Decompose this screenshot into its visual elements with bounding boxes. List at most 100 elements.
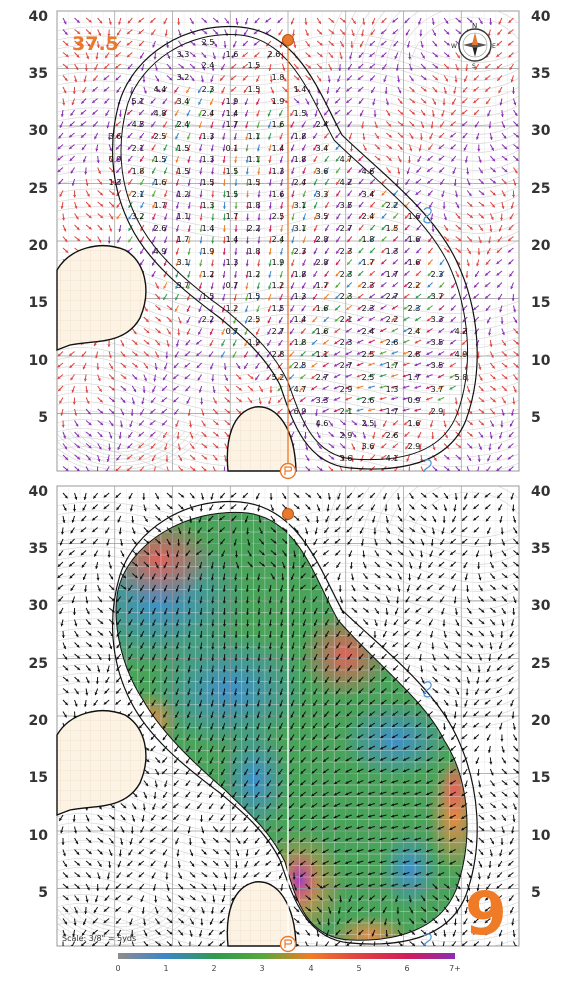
slope-arrow: [269, 75, 273, 83]
slope-arrow: [129, 918, 133, 926]
slope-arrow: [95, 52, 99, 60]
slope-arrow: [466, 17, 473, 24]
slope-arrow: [490, 374, 496, 380]
slope-arrow: [211, 190, 215, 198]
slope-value: 2.4: [294, 178, 307, 187]
slope-arrow: [291, 224, 295, 232]
slope-arrow: [508, 259, 514, 265]
slope-arrow: [358, 213, 364, 220]
slope-arrow: [94, 895, 99, 903]
slope-arrow: [150, 29, 156, 36]
slope-arrow: [404, 17, 410, 24]
slope-arrow: [426, 178, 433, 184]
slope-arrow: [97, 837, 104, 843]
slope-arrow: [288, 362, 295, 369]
slope-arrow: [175, 236, 179, 244]
slope-arrow: [414, 328, 422, 333]
slope-arrow: [114, 63, 122, 69]
slope-arrow: [476, 466, 480, 471]
slope-arrow: [500, 316, 504, 325]
slope-arrow: [244, 17, 249, 25]
slope-arrow: [291, 201, 295, 209]
slope-arrow: [57, 374, 64, 380]
slope-arrow: [198, 293, 203, 301]
slope-arrow: [81, 351, 87, 358]
slope-arrow: [501, 408, 505, 416]
slope-arrow: [200, 397, 204, 405]
slope-arrow: [139, 155, 145, 163]
slope-arrow: [92, 918, 99, 924]
slope-arrow: [234, 259, 238, 267]
slope-arrow: [489, 155, 496, 162]
slope-arrow: [175, 573, 179, 581]
slope-arrow: [302, 224, 307, 232]
slope-arrow: [346, 247, 353, 254]
slope-arrow: [187, 236, 191, 244]
slope-arrow: [199, 236, 203, 244]
slope-arrow: [199, 224, 203, 233]
slope-value: 5.8: [455, 373, 468, 382]
slope-arrow: [230, 63, 237, 70]
slope-arrow: [466, 247, 472, 255]
slope-arrow: [201, 431, 207, 438]
slope-arrow: [62, 860, 68, 868]
slope-arrow: [164, 201, 168, 209]
slope-arrow: [85, 178, 89, 186]
slope-arrow: [402, 351, 410, 355]
slope-arrow: [369, 167, 376, 173]
slope-arrow: [85, 224, 92, 230]
slope-arrow: [74, 75, 78, 83]
slope-arrow: [415, 190, 422, 196]
slope-arrow: [432, 98, 437, 105]
slope-arrow: [91, 515, 98, 521]
slope-arrow: [490, 167, 496, 173]
slope-arrow: [175, 132, 179, 140]
slope-arrow: [128, 653, 133, 661]
slope-arrow: [127, 688, 133, 695]
slope-arrow: [187, 144, 191, 152]
slope-arrow: [187, 178, 191, 186]
slope-arrow: [381, 52, 387, 58]
slope-value: 0.9: [109, 155, 122, 164]
slope-arrow: [165, 454, 169, 463]
top-bunker-bottom: [226, 406, 297, 472]
slope-arrow: [509, 213, 514, 220]
slope-arrow: [108, 431, 113, 439]
slope-arrow: [362, 17, 366, 26]
slope-value: 1.3: [202, 155, 215, 164]
slope-arrow: [143, 362, 149, 369]
slope-arrow: [162, 849, 168, 856]
slope-arrow: [473, 109, 480, 116]
slope-arrow: [85, 431, 92, 437]
slope-arrow: [289, 316, 295, 324]
slope-arrow: [138, 722, 145, 729]
slope-arrow: [85, 40, 91, 48]
slope-arrow: [120, 584, 127, 590]
slope-arrow: [245, 293, 249, 301]
slope-arrow: [358, 259, 364, 265]
y-tick-15: 15: [531, 770, 550, 786]
slope-arrow: [328, 466, 334, 471]
slope-arrow: [115, 492, 122, 499]
hole-number: 9: [465, 879, 507, 949]
slope-arrow: [212, 443, 219, 449]
slope-arrow: [108, 849, 113, 857]
slope-value: 3.7: [177, 281, 190, 290]
slope-value: 2.7: [340, 224, 353, 233]
slope-arrow: [301, 144, 306, 151]
slope-arrow: [484, 270, 491, 277]
slope-arrow: [466, 201, 473, 208]
slope-value: 1.7: [386, 270, 399, 279]
slope-arrow: [302, 190, 307, 198]
slope-arrow: [507, 443, 514, 449]
y-tick-30: 30: [531, 123, 551, 139]
slope-arrow: [149, 837, 156, 843]
slope-arrow: [224, 408, 231, 414]
slope-arrow: [267, 316, 272, 324]
slope-arrow: [478, 236, 482, 244]
slope-arrow: [245, 155, 249, 163]
slope-arrow: [414, 362, 422, 367]
slope-arrow: [150, 397, 156, 404]
slope-arrow: [380, 454, 387, 460]
slope-arrow: [280, 236, 284, 244]
